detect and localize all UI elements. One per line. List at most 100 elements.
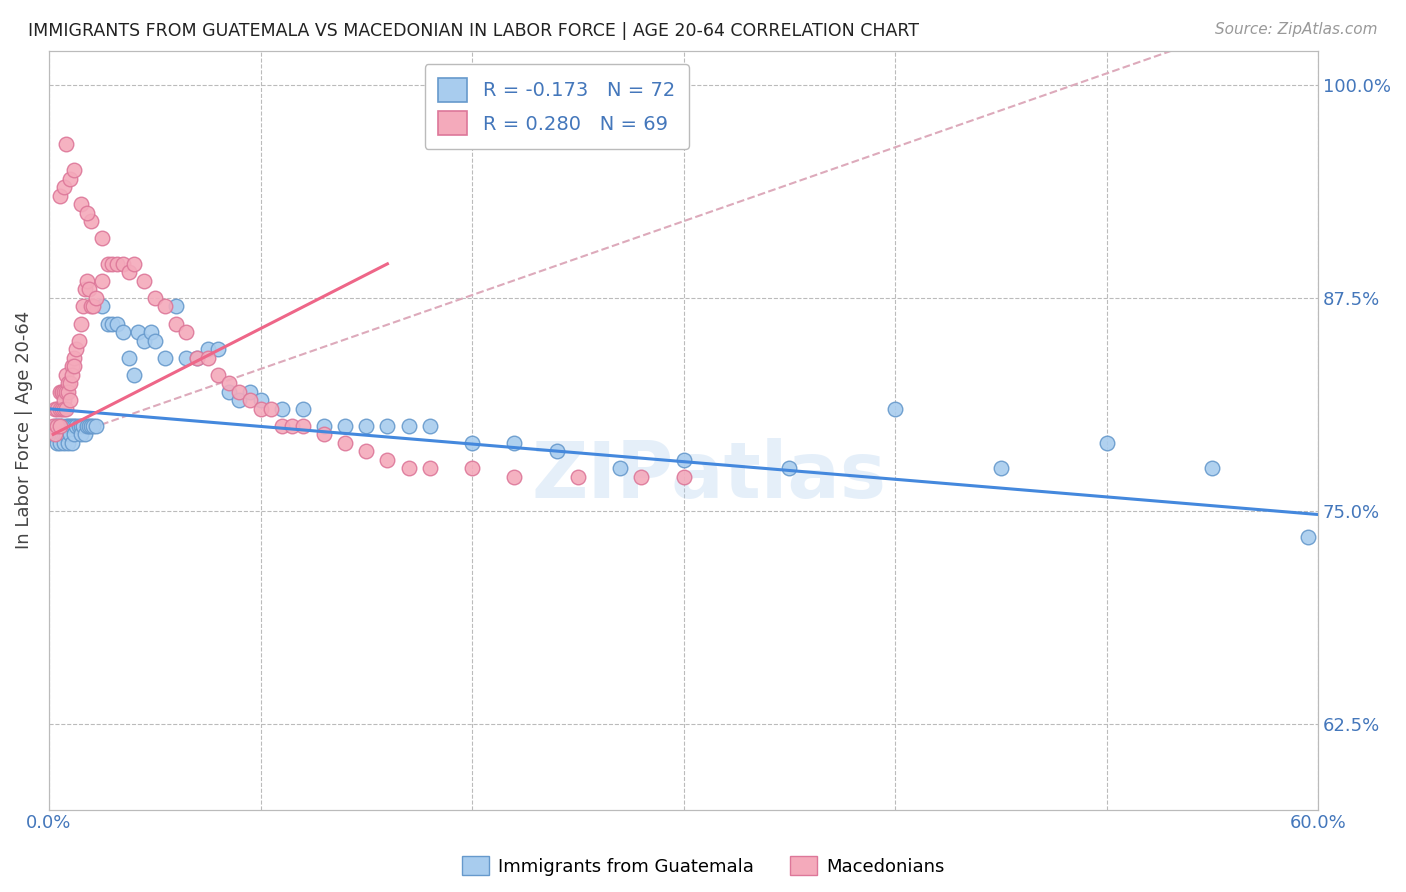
Point [97,317,120,331]
Point [127,325,149,339]
Point [143,291,166,305]
Point [398,418,420,433]
Point [44,427,66,442]
Point [1296,530,1319,544]
Point [155,300,177,314]
Point [65,418,87,433]
Point [48,418,70,433]
Point [67,418,90,433]
Point [122,368,145,382]
Point [118,351,141,365]
Point [101,257,124,271]
Point [77,418,100,433]
Point [176,351,198,365]
Legend: R = -0.173   N = 72, R = 0.280   N = 69: R = -0.173 N = 72, R = 0.280 N = 69 [425,64,689,149]
Point [52,384,75,399]
Point [48,418,70,433]
Point [69,317,91,331]
Point [46,418,69,433]
Point [122,257,145,271]
Point [139,325,162,339]
Point [55,401,77,416]
Point [546,444,568,458]
Point [63,427,86,442]
Point [69,418,91,433]
Point [44,401,66,416]
Point [197,342,219,356]
Y-axis label: In Labor Force | Age 20-64: In Labor Force | Age 20-64 [15,311,32,549]
Point [105,317,128,331]
Point [84,418,107,433]
Point [59,427,82,442]
Point [55,368,77,382]
Point [419,461,441,475]
Text: ZIPatlas: ZIPatlas [531,438,886,514]
Point [60,436,83,450]
Point [672,453,695,467]
Point [72,300,94,314]
Point [312,427,335,442]
Text: Source: ZipAtlas.com: Source: ZipAtlas.com [1215,22,1378,37]
Legend: Immigrants from Guatemala, Macedonians: Immigrants from Guatemala, Macedonians [454,849,952,883]
Point [567,470,589,484]
Point [461,436,484,450]
Point [249,401,271,416]
Point [59,418,82,433]
Point [73,282,96,296]
Point [228,384,250,399]
Point [270,401,292,416]
Point [186,351,208,365]
Point [60,368,83,382]
Point [51,384,73,399]
Point [281,418,304,433]
Point [76,205,98,219]
Point [48,401,70,416]
Point [312,418,335,433]
Point [46,418,69,433]
Point [97,257,120,271]
Point [48,436,70,450]
Point [134,274,156,288]
Point [90,231,112,245]
Point [84,291,107,305]
Point [80,418,103,433]
Point [197,351,219,365]
Point [630,470,652,484]
Point [42,427,65,442]
Point [218,376,240,391]
Point [56,436,79,450]
Point [111,325,134,339]
Point [165,300,187,314]
Text: IMMIGRANTS FROM GUATEMALA VS MACEDONIAN IN LABOR FORCE | AGE 20-64 CORRELATION C: IMMIGRANTS FROM GUATEMALA VS MACEDONIAN … [28,22,920,40]
Point [63,351,86,365]
Point [69,197,91,211]
Point [56,376,79,391]
Point [778,461,800,475]
Point [77,282,100,296]
Point [46,436,69,450]
Point [51,384,73,399]
Point [291,401,314,416]
Point [59,393,82,408]
Point [59,376,82,391]
Point [239,393,262,408]
Point [503,436,526,450]
Point [377,418,399,433]
Point [63,418,86,433]
Point [398,461,420,475]
Point [69,427,91,442]
Point [218,384,240,399]
Point [52,436,75,450]
Point [186,351,208,365]
Point [609,461,631,475]
Point [291,418,314,433]
Point [672,470,695,484]
Point [118,265,141,279]
Point [82,300,104,314]
Point [239,384,262,399]
Point [80,214,103,228]
Point [884,401,907,416]
Point [1095,436,1118,450]
Point [52,180,75,194]
Point [65,342,87,356]
